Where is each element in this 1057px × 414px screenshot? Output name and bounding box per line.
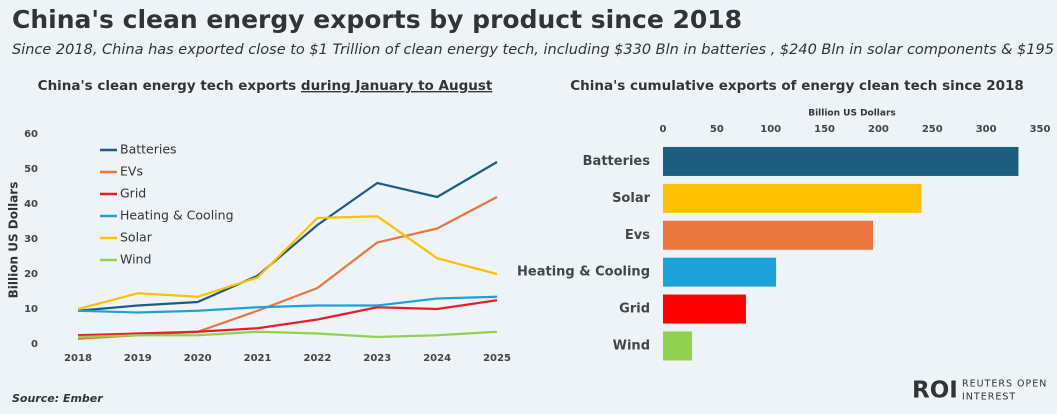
x-axis-label: Billion US Dollars [808,109,896,119]
y-tick-label: 50 [24,164,38,175]
page-title: China's clean energy exports by product … [12,5,742,34]
category-label: Solar [612,191,651,206]
y-tick-label: 30 [24,234,38,245]
line [77,215,498,311]
y-axis-label: Billion US Dollars [7,182,21,299]
y-tick-label: 40 [24,199,38,210]
x-tick-label: 150 [814,124,835,135]
legend-label: Grid [120,186,146,201]
x-tick-label: 100 [760,124,781,135]
title-underlined: during January to August [301,78,493,94]
x-tick-label: 350 [1030,124,1051,135]
x-tick-label: 2018 [64,353,92,364]
left-chart-title: China's clean energy tech exports during… [38,78,493,94]
bar [663,220,874,250]
x-tick-label: 2019 [124,353,152,364]
x-tick-label: 2021 [244,353,272,364]
y-tick-label: 20 [24,269,38,280]
x-tick-label: 200 [868,124,889,135]
logo-text: REUTERS OPEN [962,379,1047,390]
x-tick-label: 50 [710,124,724,135]
legend-label: EVs [120,164,143,179]
x-tick-label: 2024 [423,353,451,364]
bar [663,331,693,361]
logo: ROI [912,378,958,404]
legend-label: Batteries [120,142,177,157]
page-subtitle: Since 2018, China has exported close to … [12,42,1057,58]
x-tick-label: 2023 [363,353,391,364]
legend-label: Heating & Cooling [120,208,234,223]
y-tick-label: 60 [24,129,38,140]
category-label: Batteries [583,154,651,169]
x-tick-label: 2020 [184,353,212,364]
category-label: Heating & Cooling [517,265,650,280]
category-label: Wind [613,338,650,353]
bar [663,183,922,213]
line [77,299,498,337]
x-tick-label: 2022 [304,353,332,364]
line [77,295,498,314]
legend-label: Solar [120,230,153,245]
category-label: Evs [625,228,650,243]
logo-text: INTEREST [962,392,1016,403]
y-tick-label: 0 [31,339,38,350]
bar [663,257,777,287]
title-part: China's clean energy tech exports [38,78,297,94]
line [77,161,498,312]
source: Source: Ember [12,392,103,405]
line [77,330,498,339]
legend-label: Wind [120,252,151,267]
bar [663,294,746,324]
x-tick-label: 300 [976,124,997,135]
bar [663,146,1019,176]
x-tick-label: 2025 [483,353,511,364]
y-tick-label: 10 [24,304,38,315]
right-chart-title: China's cumulative exports of energy cle… [570,78,1024,94]
category-label: Grid [619,302,650,317]
x-tick-label: 0 [660,124,667,135]
x-tick-label: 250 [922,124,943,135]
